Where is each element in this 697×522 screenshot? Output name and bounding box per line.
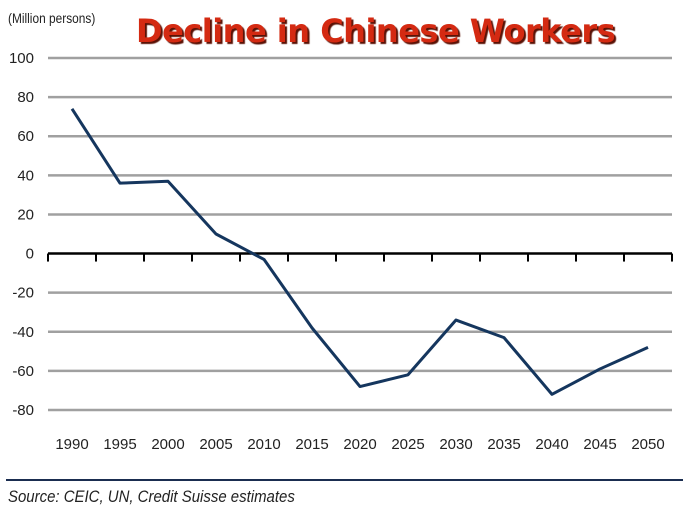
x-tick-label: 1995 xyxy=(103,436,136,453)
y-tick-label: -80 xyxy=(12,402,34,419)
x-tick-label: 1990 xyxy=(55,436,88,453)
x-tick-label: 2000 xyxy=(151,436,184,453)
x-tick-label: 2030 xyxy=(439,436,472,453)
y-tick-label: 0 xyxy=(26,246,34,263)
y-tick-label: -20 xyxy=(12,285,34,302)
y-tick-label: 60 xyxy=(17,128,34,145)
chart-title: Decline in Chinese Workers xyxy=(136,12,616,50)
footer-divider xyxy=(6,479,683,481)
data-line xyxy=(70,108,649,396)
x-tick-label: 2040 xyxy=(535,436,568,453)
y-tick-label: 100 xyxy=(9,50,34,67)
line-chart: 100 80 60 40 20 0 -20 -40 -60 -80 1990 1995 2000 2005… xyxy=(9,50,673,453)
source-note: Source: CEIC, UN, Credit Suisse estimate… xyxy=(8,487,295,506)
y-tick-label: 40 xyxy=(17,167,34,184)
x-tick-label: 2020 xyxy=(343,436,376,453)
y-axis-unit-label: (Million persons) xyxy=(8,10,96,26)
x-tick-label: 2025 xyxy=(391,436,424,453)
y-tick-label: -60 xyxy=(12,363,34,380)
y-tick-label: 80 xyxy=(17,89,34,106)
x-tick-label: 2045 xyxy=(583,436,616,453)
y-tick-label: 20 xyxy=(17,206,34,223)
x-tick-label: 2035 xyxy=(487,436,520,453)
y-tick-label: -40 xyxy=(12,324,34,341)
x-tick-label: 2010 xyxy=(247,436,280,453)
x-tick-label: 2005 xyxy=(199,436,232,453)
x-tick-label: 2015 xyxy=(295,436,328,453)
x-tick-label: 2050 xyxy=(631,436,664,453)
